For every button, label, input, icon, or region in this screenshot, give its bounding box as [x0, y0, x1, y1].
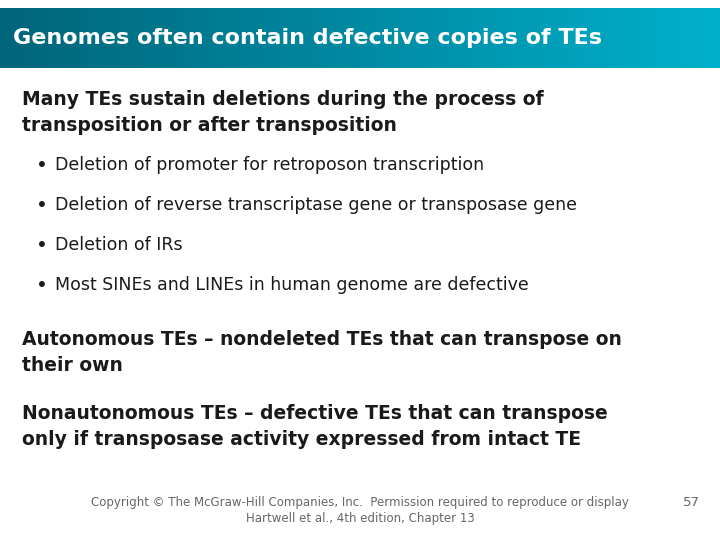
Text: 57: 57: [683, 496, 700, 509]
Text: •: •: [36, 276, 48, 295]
Text: their own: their own: [22, 356, 123, 375]
Text: Autonomous TEs – nondeleted TEs that can transpose on: Autonomous TEs – nondeleted TEs that can…: [22, 330, 622, 349]
Text: transposition or after transposition: transposition or after transposition: [22, 116, 397, 135]
Text: only if transposase activity expressed from intact TE: only if transposase activity expressed f…: [22, 430, 581, 449]
Text: Nonautonomous TEs – defective TEs that can transpose: Nonautonomous TEs – defective TEs that c…: [22, 404, 608, 423]
Text: Deletion of IRs: Deletion of IRs: [55, 236, 183, 254]
Text: Copyright © The McGraw-Hill Companies, Inc.  Permission required to reproduce or: Copyright © The McGraw-Hill Companies, I…: [91, 496, 629, 509]
Text: •: •: [36, 236, 48, 255]
Text: Deletion of reverse transcriptase gene or transposase gene: Deletion of reverse transcriptase gene o…: [55, 196, 577, 214]
Text: •: •: [36, 156, 48, 175]
Text: Many TEs sustain deletions during the process of: Many TEs sustain deletions during the pr…: [22, 90, 544, 109]
Text: Deletion of promoter for retroposon transcription: Deletion of promoter for retroposon tran…: [55, 156, 484, 174]
Text: •: •: [36, 196, 48, 215]
Text: Hartwell et al., 4th edition, Chapter 13: Hartwell et al., 4th edition, Chapter 13: [246, 512, 474, 525]
Text: Most SINEs and LINEs in human genome are defective: Most SINEs and LINEs in human genome are…: [55, 276, 528, 294]
Text: Genomes often contain defective copies of TEs: Genomes often contain defective copies o…: [13, 28, 602, 48]
